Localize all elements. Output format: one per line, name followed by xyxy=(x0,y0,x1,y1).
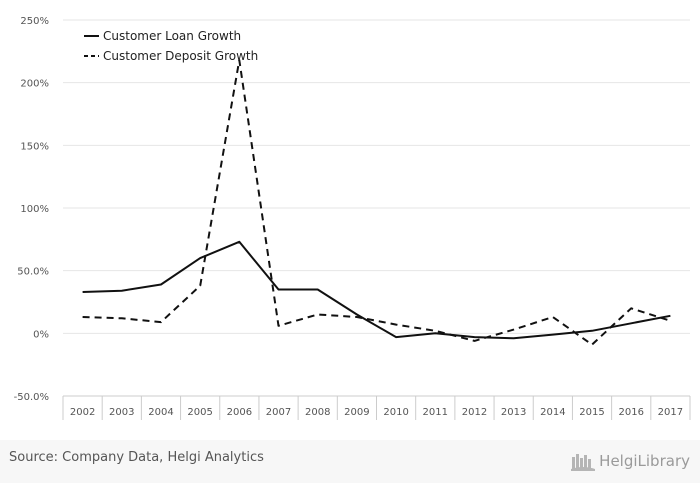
x-tick-label: 2004 xyxy=(148,407,173,418)
y-tick-label: 250% xyxy=(20,16,49,27)
x-tick-label: 2012 xyxy=(462,407,487,418)
x-tick-label: 2005 xyxy=(187,407,212,418)
x-tick-label: 2010 xyxy=(383,407,408,418)
line-chart: 250% 200% 150% 100% 50.0% 0% -50.0% 2002 2003 200… xyxy=(14,16,691,420)
x-tick-label: 2008 xyxy=(305,407,330,418)
x-tick-label: 2006 xyxy=(227,407,252,418)
library-icon xyxy=(571,454,596,471)
y-tick-label: 150% xyxy=(20,141,49,152)
series-line-2 xyxy=(82,59,671,346)
y-tick-label: 50.0% xyxy=(17,267,49,278)
x-tick-label: 2015 xyxy=(579,407,604,418)
footer: Source: Company Data, Helgi Analytics He… xyxy=(0,440,700,483)
y-tick-label: 0% xyxy=(33,329,49,340)
x-tick-label: 2009 xyxy=(344,407,369,418)
x-tick-label: 2007 xyxy=(266,407,291,418)
brand-logo[interactable]: HelgiLibrary xyxy=(571,448,690,474)
y-tick-label: -50.0% xyxy=(14,392,49,403)
y-tick-label: 100% xyxy=(20,204,49,215)
y-tick-label: 200% xyxy=(20,79,49,90)
series-line-1 xyxy=(82,240,671,340)
chart: 250% 200% 150% 100% 50.0% 0% -50.0% 2002 2003 200… xyxy=(14,16,691,420)
x-tick-label: 2002 xyxy=(70,407,95,418)
x-tick-label: 2011 xyxy=(423,407,448,418)
source-note: Source: Company Data, Helgi Analytics xyxy=(9,450,264,465)
x-tick-label: 2017 xyxy=(658,407,683,418)
x-tick-label: 2016 xyxy=(618,407,643,418)
x-tick-label: 2013 xyxy=(501,407,526,418)
brand-name: HelgiLibrary xyxy=(599,452,690,470)
legend-label: Customer Loan Growth xyxy=(103,29,241,43)
x-tick-label: 2014 xyxy=(540,407,565,418)
x-tick-label: 2003 xyxy=(109,407,134,418)
legend-label: Customer Deposit Growth xyxy=(103,49,258,63)
